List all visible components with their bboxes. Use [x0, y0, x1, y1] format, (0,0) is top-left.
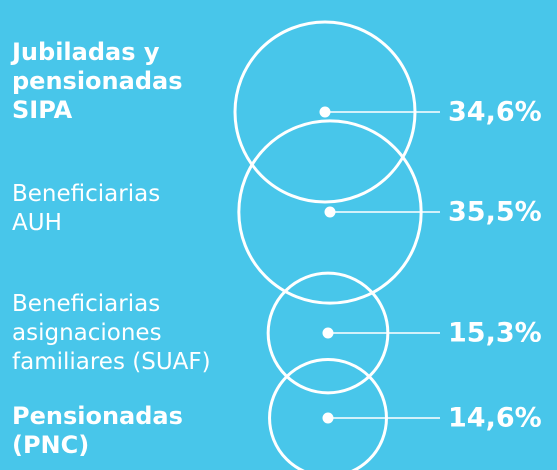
value-label: 15,3% [448, 318, 542, 349]
category-label: Pensionadas (PNC) [12, 402, 183, 459]
category-label: Jubiladas y pensionadas SIPA [12, 38, 183, 124]
category-label: Beneficiarias AUH [12, 181, 161, 236]
value-label: 14,6% [448, 403, 542, 434]
value-label: 34,6% [448, 97, 542, 128]
value-label: 35,5% [448, 197, 542, 228]
category-label: Beneficiarias asignaciones familiares (S… [12, 291, 211, 375]
